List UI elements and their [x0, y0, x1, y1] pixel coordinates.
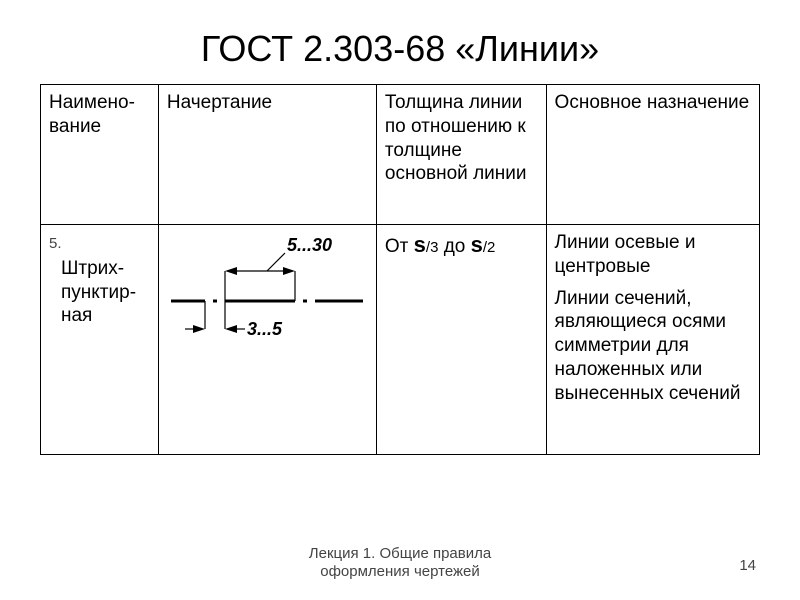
table-row: 5. Штрих- пунктир- ная 5...30 [41, 225, 760, 455]
thickness-text: От s/3 до s/2 [385, 236, 496, 257]
col-header-name: Наимено-вание [41, 85, 159, 225]
row-number: 5. [49, 235, 62, 252]
thick-s1: s [414, 232, 426, 257]
thick-prefix: От [385, 236, 414, 257]
thick-s2: s [471, 232, 483, 257]
purpose-line-2: Линии сечений, являющиеся осями симметри… [555, 287, 751, 406]
dim-bot-label: 3...5 [247, 319, 283, 339]
page-title: ГОСТ 2.303-68 «Линии» [0, 0, 800, 84]
thick-d2: /2 [483, 239, 496, 256]
dim-top-label: 5...30 [287, 235, 332, 255]
line-name-part1: Штрих- [61, 257, 150, 281]
line-name-part3: ная [61, 304, 150, 328]
col-header-purpose: Основное назначение [546, 85, 759, 225]
slide-footer: Лекция 1. Общие правила оформления черте… [0, 545, 800, 583]
footer-line-2: оформления чертежей [320, 563, 480, 580]
cell-name: 5. Штрих- пунктир- ная [41, 225, 159, 455]
line-type-name: Штрих- пунктир- ная [49, 255, 150, 328]
cell-thickness: От s/3 до s/2 [376, 225, 546, 455]
col-header-drawing: Начертание [158, 85, 376, 225]
line-name-part2: пунктир- [61, 281, 150, 305]
col-header-thickness: Толщина линии по отношению к толщине осн… [376, 85, 546, 225]
page-number: 14 [739, 557, 756, 574]
thick-mid: до [438, 236, 470, 257]
thick-d1: /3 [426, 239, 439, 256]
dash-dot-line-diagram: 5...30 [167, 231, 367, 351]
cell-drawing: 5...30 [158, 225, 376, 455]
table-header-row: Наимено-вание Начертание Толщина линии п… [41, 85, 760, 225]
cell-purpose: Линии осевые и центровые Линии сечений, … [546, 225, 759, 455]
purpose-line-1: Линии осевые и центровые [555, 231, 751, 279]
footer-line-1: Лекция 1. Общие правила [309, 545, 491, 562]
lines-table: Наимено-вание Начертание Толщина линии п… [40, 84, 760, 455]
